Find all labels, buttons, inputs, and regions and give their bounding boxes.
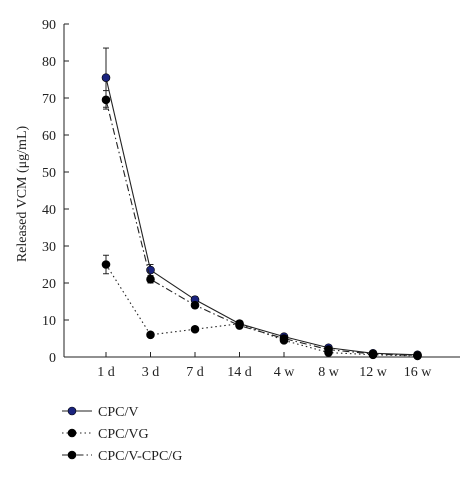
data-point — [101, 73, 111, 82]
data-point — [101, 260, 111, 269]
legend-item: CPC/VG — [62, 427, 149, 442]
axes — [63, 24, 460, 358]
data-point — [190, 324, 200, 334]
data-point — [146, 330, 155, 340]
legend-label: CPC/VG — [98, 427, 149, 442]
x-tick-label: 1 d — [97, 365, 115, 380]
x-tick-label: 8 w — [318, 365, 340, 380]
x-tick-label: 7 d — [186, 365, 204, 380]
legend: CPC/V CPC/VG CPC/V-CPC/G — [62, 405, 182, 464]
y-tick-label: 80 — [42, 55, 56, 70]
y-tick-label: 0 — [49, 351, 56, 366]
y-axis-ticks: 0 10 20 30 40 50 60 70 80 90 — [42, 18, 69, 366]
data-point — [235, 321, 244, 330]
y-tick-label: 30 — [42, 240, 56, 255]
series-line — [105, 99, 418, 357]
x-tick-label: 12 w — [359, 365, 388, 380]
data-point — [324, 345, 333, 354]
series-line — [105, 264, 418, 357]
series-line — [105, 77, 418, 356]
x-axis-ticks: 1 d 3 d 7 d 14 d 4 w 8 w 12 w 16 w — [97, 352, 432, 380]
legend-label: CPC/V — [98, 405, 138, 420]
y-axis-label: Released VCM (μg/mL) — [15, 125, 30, 262]
x-tick-label: 14 d — [227, 365, 252, 380]
legend-item: CPC/V — [62, 405, 138, 420]
data-point — [279, 334, 289, 343]
y-tick-label: 20 — [42, 277, 56, 292]
x-tick-label: 3 d — [142, 365, 160, 380]
data-point — [101, 95, 111, 105]
y-tick-label: 50 — [42, 166, 56, 181]
y-tick-label: 60 — [42, 129, 56, 144]
data-point — [190, 300, 200, 310]
y-tick-label: 40 — [42, 203, 56, 218]
x-tick-label: 4 w — [274, 365, 296, 380]
y-tick-label: 10 — [42, 314, 56, 329]
x-tick-label: 16 w — [404, 365, 433, 380]
series-3 — [101, 90, 422, 360]
y-tick-label: 70 — [42, 92, 56, 107]
legend-marker — [67, 406, 77, 416]
legend-marker — [67, 428, 77, 438]
plot-area — [101, 47, 422, 361]
series-1 — [101, 47, 422, 360]
data-point — [413, 351, 422, 360]
legend-marker — [67, 450, 77, 460]
data-point — [368, 349, 378, 359]
legend-item: CPC/V-CPC/G — [62, 449, 182, 464]
legend-label: CPC/V-CPC/G — [98, 449, 182, 464]
data-point — [146, 274, 155, 284]
y-tick-label: 90 — [42, 18, 56, 33]
